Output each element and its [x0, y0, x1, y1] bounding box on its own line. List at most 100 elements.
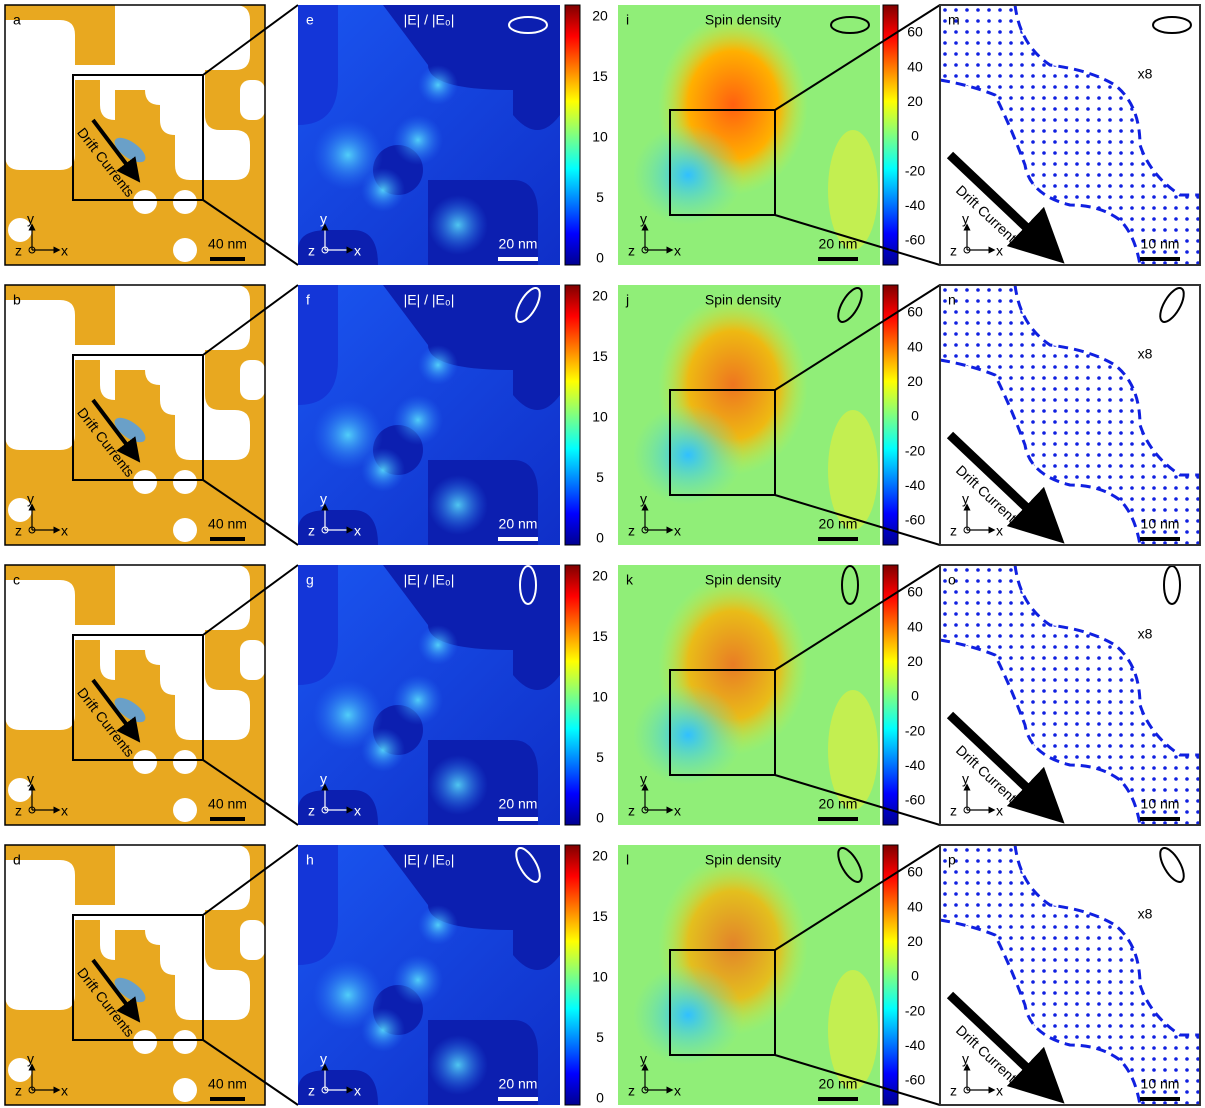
axis-label: x: [61, 523, 68, 539]
spin-positive: [828, 130, 878, 250]
colorbar-tick-label: 15: [592, 348, 608, 364]
spin-negative: [633, 965, 743, 1065]
panel-label: b: [13, 292, 21, 308]
panel-frame: [4, 4, 266, 266]
scale-bar-label: 20 nm: [499, 236, 538, 252]
scale-bar-label: 20 nm: [499, 796, 538, 812]
scale-bar: [498, 257, 538, 261]
axis-label: x: [674, 243, 681, 259]
aperture: [133, 470, 157, 494]
axis-label: x: [674, 523, 681, 539]
axis-label: x: [354, 1083, 361, 1099]
dipole-cluster: [114, 137, 146, 163]
aperture: [133, 750, 157, 774]
scale-bar: [818, 537, 858, 541]
scale-bar-label: 10 nm: [1141, 796, 1180, 812]
aperture: [5, 5, 250, 180]
drift-arrow: [91, 398, 141, 463]
colorbar-tick-label: 10: [592, 409, 608, 425]
colorbar-tick-label: 60: [907, 304, 923, 320]
metal-region: [298, 565, 338, 685]
field-panel: h |E| / |E₀| yz x 20 nm: [298, 845, 560, 1105]
dipole-edge: [939, 918, 1142, 1106]
panel-label: c: [13, 572, 20, 588]
colorbar-tick-label: 20: [907, 93, 923, 109]
polarization-icon: [1159, 847, 1185, 883]
colorbar-tick-label: 0: [911, 408, 919, 424]
axis-label: y: [962, 211, 969, 227]
drift-arrow: [946, 431, 1065, 544]
scale-bar-label: 40 nm: [208, 796, 247, 812]
axis-label: y: [962, 771, 969, 787]
field-hotspot: [313, 400, 383, 470]
polarization-icon: [515, 847, 541, 883]
axis-label: y: [640, 771, 647, 787]
scale-bar-label: 40 nm: [208, 236, 247, 252]
z-axis-dot: [321, 246, 329, 254]
axis-label: z: [950, 523, 957, 539]
polarization-icon: [519, 565, 537, 605]
spin-panel: j Spin density yz x 20 nm: [618, 285, 880, 545]
colorbar-tick-label: 20: [907, 933, 923, 949]
colorbar-tick-label: 20: [592, 568, 608, 584]
polarization-icon: [837, 847, 863, 883]
colorbar: [882, 284, 899, 546]
aperture: [240, 80, 265, 120]
metal-region: [298, 285, 338, 405]
axis-label: z: [308, 523, 315, 539]
axis-label: x: [996, 803, 1003, 819]
colorbar-tick-label: -20: [905, 442, 925, 458]
colorbar-tick-label: 0: [911, 128, 919, 144]
axis-label: z: [950, 1083, 957, 1099]
zoom-line: [202, 759, 299, 826]
aperture: [173, 238, 197, 262]
panel-frame: [939, 564, 1201, 826]
colorbar-tick-label: 0: [596, 530, 604, 546]
z-axis-dot: [963, 806, 971, 814]
axis-label: z: [15, 243, 22, 259]
panel-label: d: [13, 852, 21, 868]
zoom-line: [202, 479, 299, 546]
colorbar-tick-label: 40: [907, 618, 923, 634]
colorbar-tick-label: 5: [596, 749, 604, 765]
zoom-box: [72, 914, 204, 1041]
colorbar-tick-label: 15: [592, 68, 608, 84]
scale-bar-label: 20 nm: [819, 1076, 858, 1092]
dipole-cluster: [114, 417, 146, 443]
spin-panel: k Spin density yz x 20 nm: [618, 565, 880, 825]
z-axis-dot: [641, 526, 649, 534]
scale-bar: [1140, 257, 1180, 261]
aperture: [8, 218, 32, 242]
scale-bar: [498, 1097, 538, 1101]
aperture: [8, 778, 32, 802]
axis-label: z: [308, 1083, 315, 1099]
field-hotspot: [313, 680, 383, 750]
panel-title: |E| / |E₀|: [404, 852, 455, 868]
zoom-line: [774, 1054, 941, 1106]
colorbar-tick-label: 60: [907, 864, 923, 880]
axis-label: y: [27, 211, 34, 227]
scale-bar: [210, 257, 245, 261]
polarization-icon: [508, 16, 548, 34]
aperture: [8, 1058, 32, 1082]
metal-region: [298, 790, 378, 825]
colorbar-tick-label: -20: [905, 1002, 925, 1018]
zoom-line: [774, 774, 941, 826]
panel-label: n: [948, 292, 956, 308]
panel-label: f: [306, 292, 310, 308]
axis-label: x: [61, 1083, 68, 1099]
panel-label: o: [948, 572, 956, 588]
z-axis-dot: [963, 246, 971, 254]
panel-title: Spin density: [705, 12, 781, 28]
axis-label: x: [996, 1083, 1003, 1099]
axis-label: x: [674, 1083, 681, 1099]
dipole-edge: [939, 638, 1142, 826]
panel-label: h: [306, 852, 314, 868]
drift-arrow: [91, 118, 141, 183]
aperture: [173, 190, 197, 214]
